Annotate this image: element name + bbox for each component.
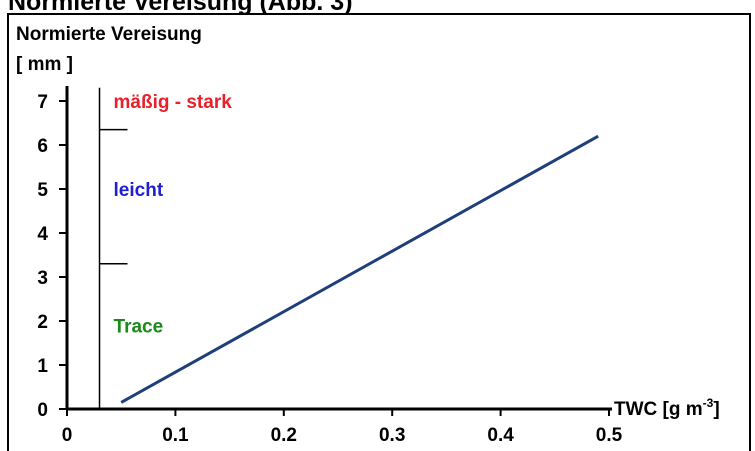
category-label: leicht xyxy=(114,180,164,201)
y-tick-label: 5 xyxy=(37,180,48,201)
x-tick-label: 0.5 xyxy=(596,425,623,446)
x-tick-label: 0.3 xyxy=(379,425,405,446)
y-tick-label: 4 xyxy=(37,224,48,245)
chart-border xyxy=(7,13,751,451)
x-tick-label: 0.2 xyxy=(271,425,297,446)
x-axis-label-sup: -3 xyxy=(703,396,714,410)
y-tick-label: 2 xyxy=(37,312,48,333)
x-axis-label: TWC [g m-3] xyxy=(614,396,720,420)
axes xyxy=(65,86,612,411)
y-tick-label: 3 xyxy=(37,268,48,289)
x-tick-label: 0.4 xyxy=(487,425,514,446)
series-group xyxy=(120,134,599,404)
x-tick-label: 0 xyxy=(62,425,73,446)
y-tick-label: 1 xyxy=(37,356,48,377)
y-tick-label: 7 xyxy=(37,92,48,113)
y-tick-label: 6 xyxy=(37,136,48,157)
chart-title: Normierte Vereisung (Abb. 3) xyxy=(8,0,353,16)
y-axis-label: Normierte Vereisung xyxy=(16,24,202,45)
x-axis-label-end: ] xyxy=(713,399,719,420)
category-label: mäßig - stark xyxy=(114,92,233,113)
category-label: Trace xyxy=(114,316,164,337)
x-tick-label: 0.1 xyxy=(162,425,189,446)
y-axis-unit: [ mm ] xyxy=(16,54,73,75)
category-bar: mäßig - stark leicht Trace xyxy=(98,87,233,409)
y-tick-label: 0 xyxy=(37,400,48,421)
x-axis-label-main: TWC [g m xyxy=(614,399,703,420)
series-line xyxy=(120,134,599,404)
ticks: 0 1 2 3 4 5 6 7 0 0.1 0.2 0.3 0.4 0.5 xyxy=(37,92,622,446)
